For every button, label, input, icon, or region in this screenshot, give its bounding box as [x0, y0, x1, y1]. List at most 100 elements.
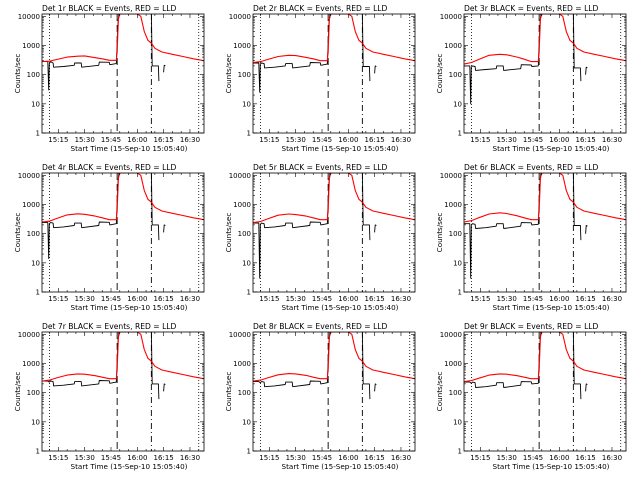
- plot-frame: [41, 13, 205, 134]
- series-events-line: [150, 332, 160, 400]
- panel-title: Det 6r BLACK = Events, RED = LLD: [464, 163, 599, 172]
- x-tick-label: 15:30: [497, 136, 517, 144]
- x-tick-label: 16:15: [365, 454, 385, 462]
- panel-title: Det 2r BLACK = Events, RED = LLD: [253, 4, 388, 13]
- panel-title: Det 3r BLACK = Events, RED = LLD: [464, 4, 599, 13]
- y-tick-label: 10: [31, 100, 40, 108]
- series-events-line: [361, 332, 371, 400]
- x-axis-label: Start Time (15-Sep-10 15:05:40): [282, 144, 399, 153]
- panel-det-8r: Det 8r BLACK = Events, RED = LLD 1 10 100 10…: [224, 322, 416, 471]
- x-tick-label: 16:00: [549, 454, 569, 462]
- series-events-line: [253, 173, 331, 279]
- series-events-line: [163, 224, 166, 233]
- series-events-line: [374, 224, 377, 233]
- panel-title: Det 1r BLACK = Events, RED = LLD: [42, 4, 177, 13]
- x-tick-label: 15:15: [48, 454, 68, 462]
- x-axis-label: Start Time (15-Sep-10 15:05:40): [282, 462, 399, 471]
- y-tick-label: 1000: [22, 201, 40, 209]
- y-tick-label: 1: [458, 448, 462, 456]
- x-axis-label: Start Time (15-Sep-10 15:05:40): [71, 303, 188, 312]
- y-tick-label: 1: [458, 130, 462, 138]
- series-events-line: [572, 173, 582, 241]
- series-events-line: [253, 14, 331, 93]
- x-tick-label: 15:30: [286, 454, 306, 462]
- plot-frame: [41, 331, 205, 452]
- series-events-line: [585, 66, 588, 75]
- series-lld-line: [464, 332, 626, 383]
- x-tick-label: 16:00: [549, 136, 569, 144]
- x-tick-label: 16:15: [365, 136, 385, 144]
- x-axis-label: Start Time (15-Sep-10 15:05:40): [493, 462, 610, 471]
- panel-title: Det 4r BLACK = Events, RED = LLD: [42, 163, 177, 172]
- series-events-line: [585, 383, 588, 392]
- x-tick-label: 16:30: [391, 454, 411, 462]
- plot-frame: [463, 13, 627, 134]
- y-tick-label: 1000: [22, 360, 40, 368]
- series-events-line: [361, 173, 371, 241]
- x-tick-label: 15:30: [497, 295, 517, 303]
- x-tick-label: 15:45: [523, 136, 543, 144]
- x-tick-label: 15:30: [75, 295, 95, 303]
- series-events-line: [163, 64, 166, 73]
- series-lld-line: [464, 14, 626, 65]
- y-axis-label: Counts/sec: [435, 372, 444, 412]
- panel-title: Det 8r BLACK = Events, RED = LLD: [253, 322, 388, 331]
- panel-det-2r: Det 2r BLACK = Events, RED = LLD 1 10 100 10…: [224, 4, 416, 153]
- y-tick-label: 10000: [440, 331, 462, 339]
- series-lld-line: [253, 332, 415, 382]
- y-tick-label: 1: [247, 130, 251, 138]
- y-tick-label: 1: [458, 289, 462, 297]
- y-axis-label: Counts/sec: [224, 213, 233, 253]
- y-tick-label: 1: [247, 448, 251, 456]
- y-tick-label: 100: [449, 230, 462, 238]
- series-events-line: [464, 14, 542, 105]
- x-tick-label: 16:30: [602, 136, 622, 144]
- y-tick-label: 1000: [444, 201, 462, 209]
- series-events-line: [42, 14, 120, 91]
- series-events-line: [464, 173, 542, 279]
- panel-det-9r: Det 9r BLACK = Events, RED = LLD 1 10 100 10…: [435, 322, 627, 471]
- x-tick-label: 15:30: [286, 136, 306, 144]
- panel-title: Det 5r BLACK = Events, RED = LLD: [253, 163, 388, 172]
- x-tick-label: 15:30: [75, 136, 95, 144]
- panel-title: Det 7r BLACK = Events, RED = LLD: [42, 322, 177, 331]
- y-tick-label: 1000: [233, 42, 251, 50]
- series-events-line: [374, 65, 377, 74]
- y-tick-label: 100: [238, 230, 251, 238]
- x-tick-label: 15:15: [470, 454, 490, 462]
- x-tick-label: 16:15: [365, 295, 385, 303]
- y-tick-label: 10: [31, 418, 40, 426]
- plot-frame: [252, 331, 416, 452]
- x-tick-label: 15:45: [101, 136, 121, 144]
- x-tick-label: 16:30: [180, 295, 200, 303]
- x-tick-label: 15:30: [75, 454, 95, 462]
- y-tick-label: 1: [247, 289, 251, 297]
- y-tick-label: 10000: [229, 13, 251, 21]
- x-tick-label: 15:30: [497, 454, 517, 462]
- series-lld-line: [464, 173, 626, 223]
- series-events-line: [150, 14, 160, 82]
- series-events-line: [150, 173, 160, 241]
- x-tick-label: 16:15: [154, 295, 174, 303]
- y-tick-label: 1000: [22, 42, 40, 50]
- panel-title: Det 9r BLACK = Events, RED = LLD: [464, 322, 599, 331]
- x-tick-label: 15:45: [312, 454, 332, 462]
- y-axis-label: Counts/sec: [224, 54, 233, 94]
- panel-det-1r: Det 1r BLACK = Events, RED = LLD 1 10 100 10…: [13, 4, 205, 153]
- y-tick-label: 10: [242, 100, 251, 108]
- series-events-line: [374, 383, 377, 392]
- x-tick-label: 15:45: [523, 295, 543, 303]
- x-tick-label: 16:15: [154, 454, 174, 462]
- series-events-line: [464, 332, 542, 388]
- y-tick-label: 10000: [18, 13, 40, 21]
- x-tick-label: 16:30: [180, 136, 200, 144]
- y-tick-label: 1000: [233, 201, 251, 209]
- x-tick-label: 15:15: [470, 295, 490, 303]
- x-tick-label: 16:00: [127, 295, 147, 303]
- x-tick-label: 15:15: [48, 136, 68, 144]
- y-tick-label: 1000: [444, 42, 462, 50]
- x-tick-label: 15:45: [101, 454, 121, 462]
- y-tick-label: 100: [449, 389, 462, 397]
